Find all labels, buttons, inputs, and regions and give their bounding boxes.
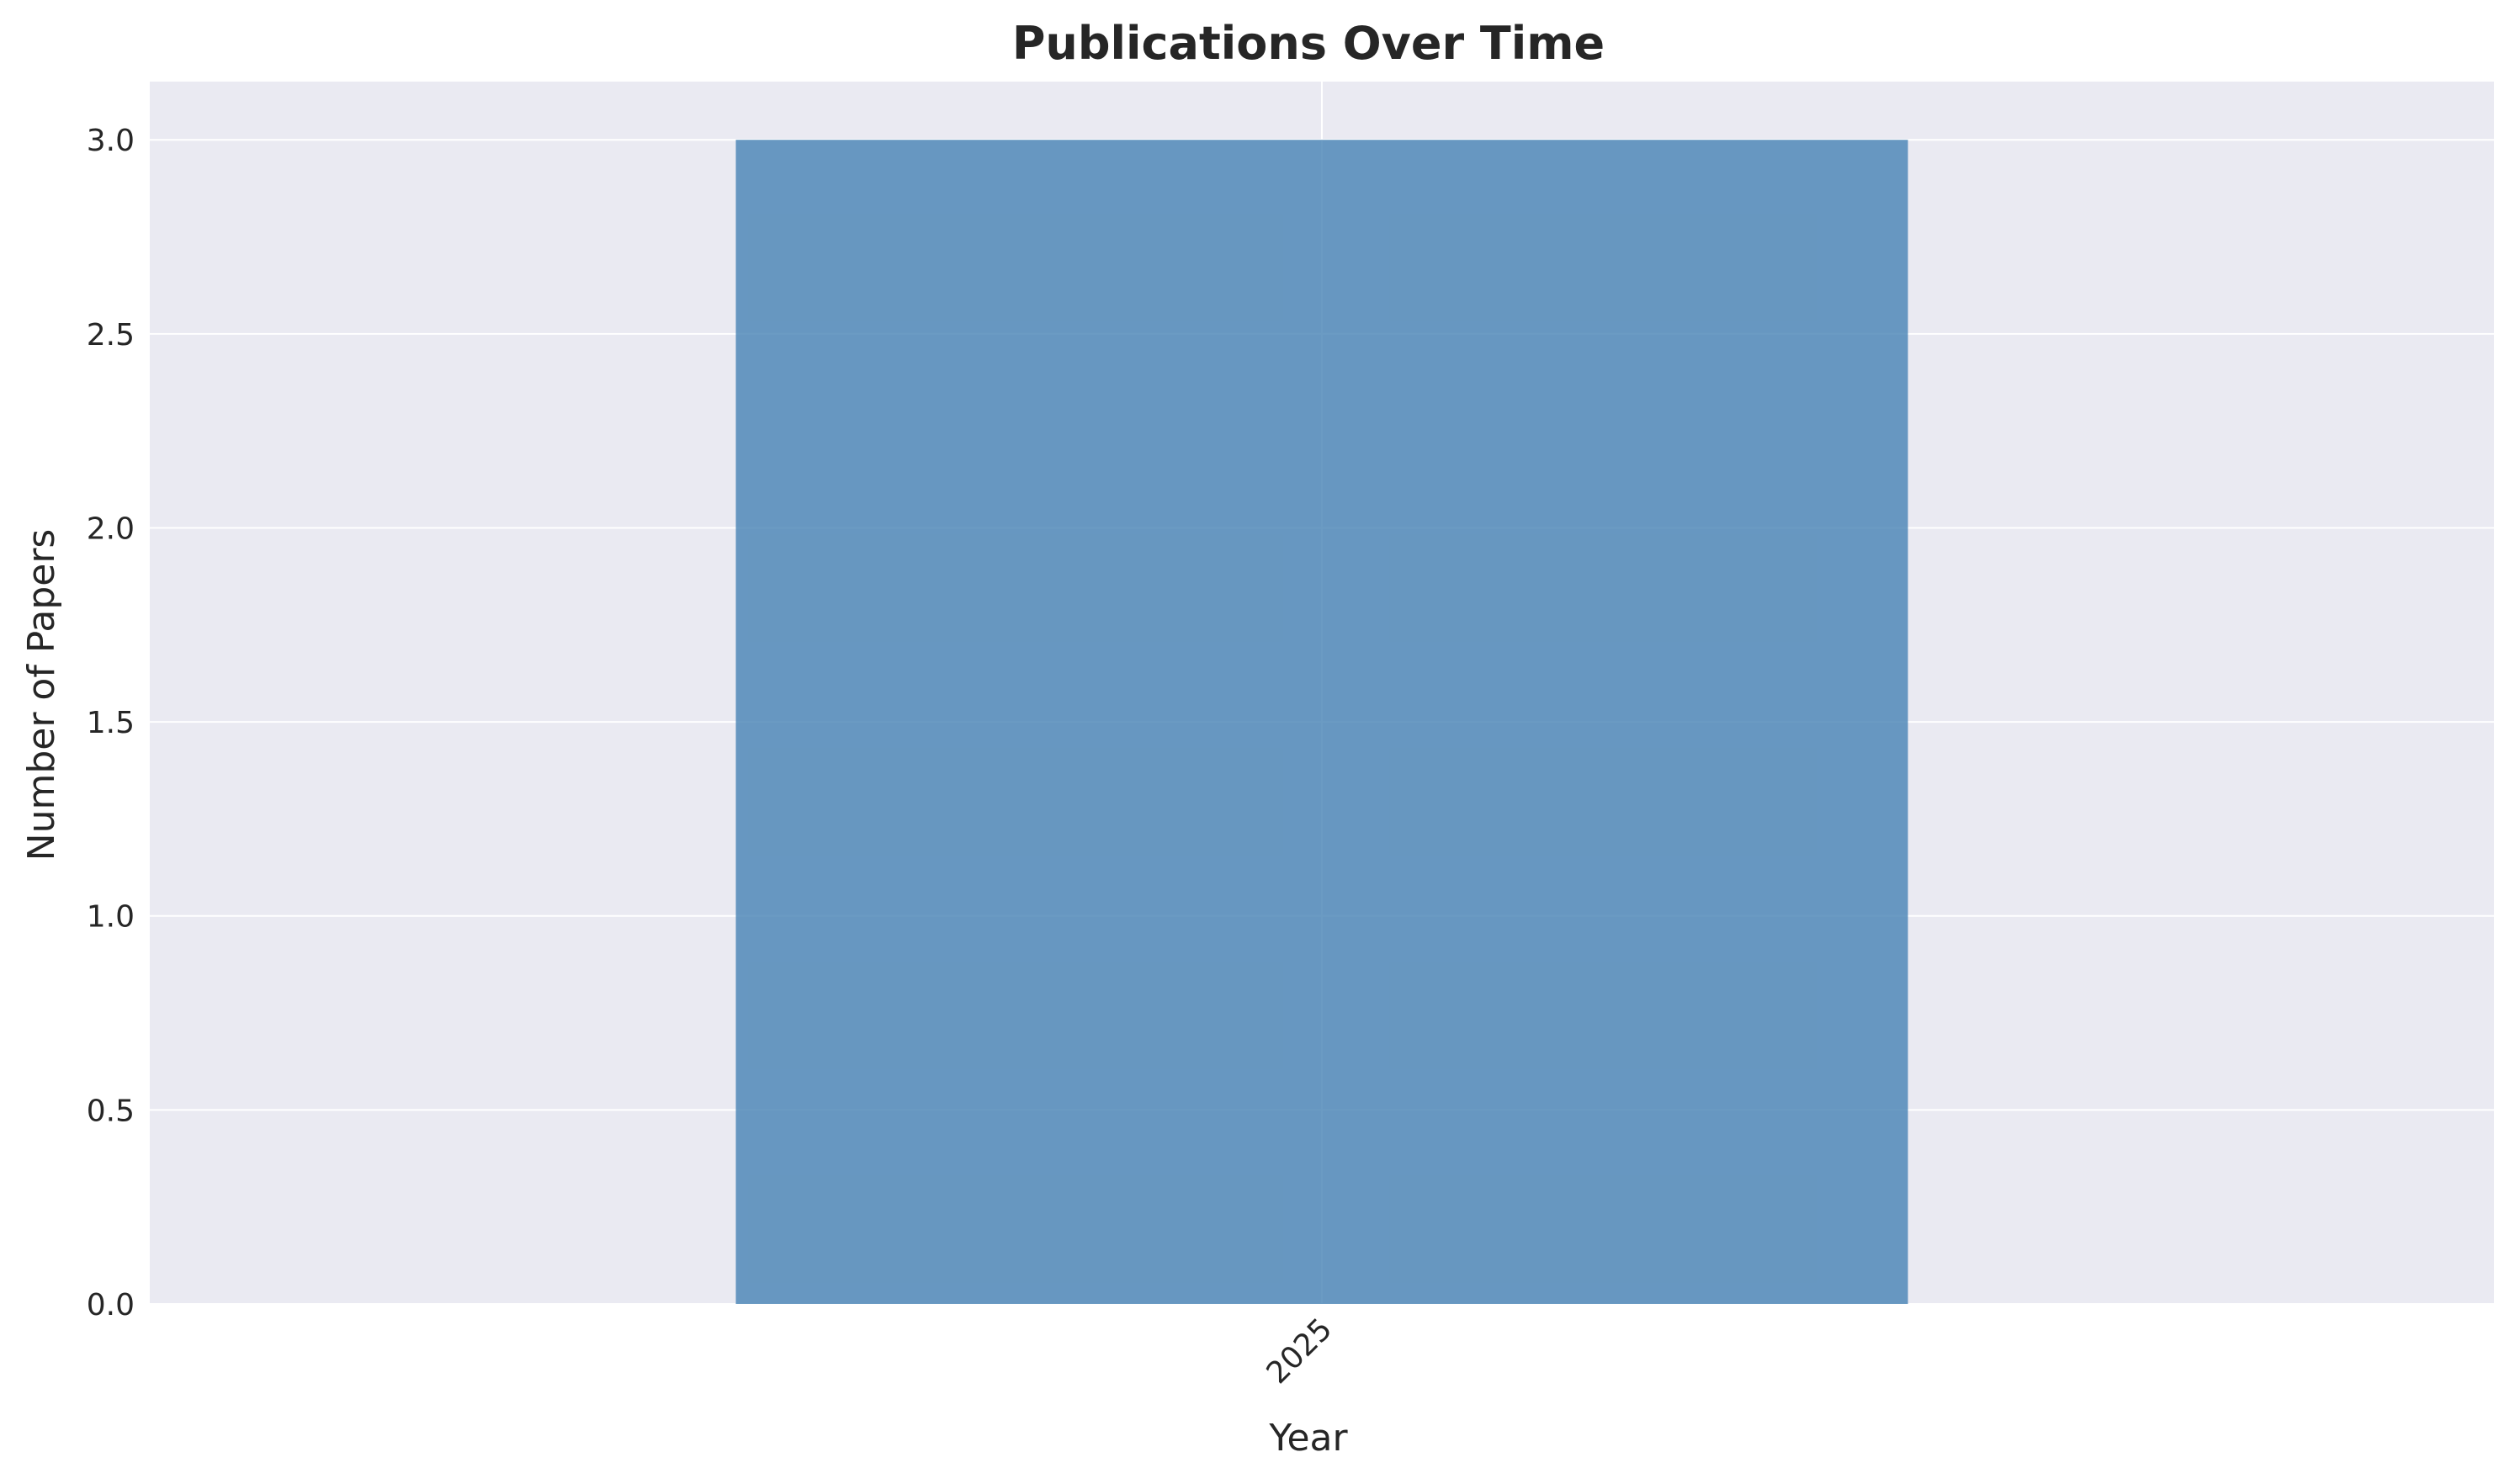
y-tick-label: 1.5 [87, 706, 135, 740]
y-ticks: 0.0 0.5 1.0 1.5 2.0 2.5 3.0 [87, 124, 135, 1322]
y-tick-label: 2.0 [87, 511, 135, 546]
x-tick-label: 2025 [1260, 1312, 1340, 1391]
y-tick-label: 3.0 [87, 124, 135, 158]
y-tick-label: 0.0 [87, 1288, 135, 1322]
y-tick-label: 0.5 [87, 1094, 135, 1128]
x-axis-label: Year [1268, 1417, 1348, 1460]
y-axis-label: Number of Papers [20, 529, 63, 861]
x-ticks: 2025 [1260, 1312, 1340, 1391]
bars [735, 140, 1908, 1305]
bar-2025 [735, 140, 1908, 1305]
y-tick-label: 2.5 [87, 318, 135, 352]
chart-title: Publications Over Time [1012, 17, 1605, 70]
y-tick-label: 1.0 [87, 900, 135, 935]
